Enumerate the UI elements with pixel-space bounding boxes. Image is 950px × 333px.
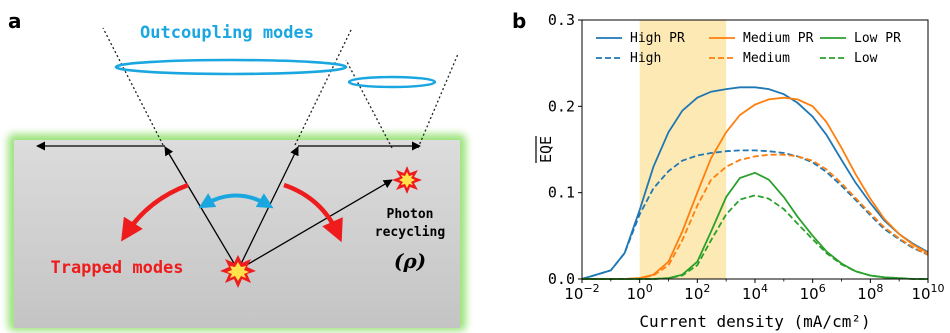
y-tick-label: 0.1 [548,184,575,202]
eqe-chart: 0.0 0.1 0.2 0.3 10−2 100 102 104 106 108 1010 Curre… [535,11,945,331]
panel-b-letter: b [512,9,526,33]
y-tick-label: 0.2 [548,97,575,115]
escape-cone-lines [102,27,459,149]
trapped-arrow-right [283,182,343,243]
panel-a-schematic: a Outcoupling modes [8,9,466,331]
emitter-slab [14,140,460,328]
x-tick-label: 1010 [911,282,944,303]
legend-label: Low PR [854,31,901,46]
series-line-high [581,149,929,280]
outcoupling-modes-label: Outcoupling modes [140,23,314,43]
ray-arrows [36,141,421,271]
series-line-low [582,194,928,280]
outcoupling-cone-ring-large [114,58,348,76]
x-tick-label: 100 [627,282,653,303]
rho-label: (ρ) [394,249,426,273]
legend-label: Medium PR [743,31,814,46]
photon-recycling-burst-icon [392,166,422,194]
series-line-medium [582,153,929,280]
x-axis-label: Current density (mA/cm²) [639,312,870,331]
legend-label: Low [854,51,878,66]
outcoupling-angle-arrow [198,193,274,209]
trapped-modes-label: Trapped modes [50,258,183,278]
legend-label: High [630,51,661,66]
legend-label: Medium [743,51,790,66]
y-axis-label: EQE [537,136,555,163]
x-tick-label: 10−2 [564,282,599,303]
shaded-region [639,20,727,279]
emission-burst-icon [220,255,256,288]
trapped-arrow-left [121,182,189,242]
panel-b-chart: b 0.0 0.1 0.2 0.3 10−2 100 102 104 106 108 1010 Cur… [512,9,945,331]
series-line-medium-pr [582,96,929,280]
x-tick-label: 102 [684,282,710,303]
series-line-high-pr [581,86,929,280]
y-tick-label: 0.3 [548,11,575,29]
x-tick-label: 104 [742,282,768,303]
legend-label: High PR [630,31,685,46]
y-tick-label: 0.0 [548,270,575,288]
panel-a-letter: a [8,9,22,33]
x-tick-label: 106 [800,282,826,303]
recycling-label: recycling [375,225,445,240]
x-tick-label: 108 [857,282,883,303]
photon-label: Photon [387,207,434,222]
outcoupling-cone-ring-small [347,75,437,89]
